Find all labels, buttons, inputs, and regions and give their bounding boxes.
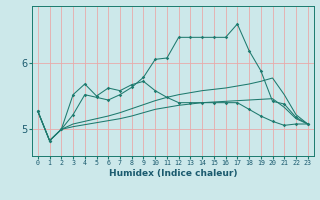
- X-axis label: Humidex (Indice chaleur): Humidex (Indice chaleur): [108, 169, 237, 178]
